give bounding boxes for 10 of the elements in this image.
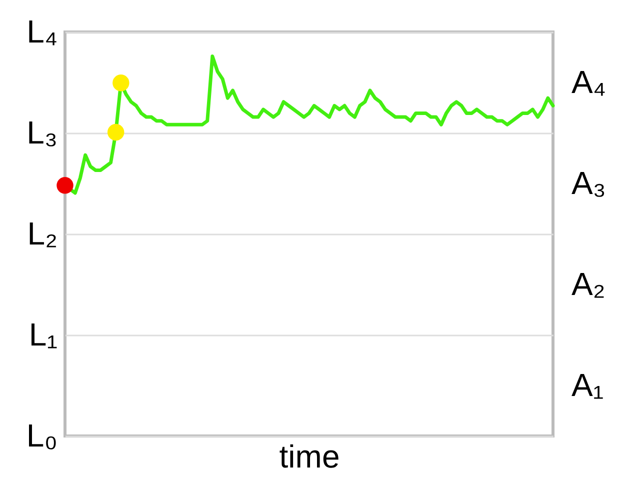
text: A₂ [572, 266, 606, 302]
text: L₁ [28, 316, 58, 352]
text: L₂ [27, 216, 58, 252]
text: L₄ [26, 14, 58, 50]
text: L₀ [26, 418, 58, 454]
text: L₃ [26, 114, 58, 150]
text: A₃ [572, 165, 606, 201]
text: A₁ [572, 367, 604, 403]
x-axis-title: time [279, 438, 340, 474]
text: A₄ [572, 64, 606, 100]
